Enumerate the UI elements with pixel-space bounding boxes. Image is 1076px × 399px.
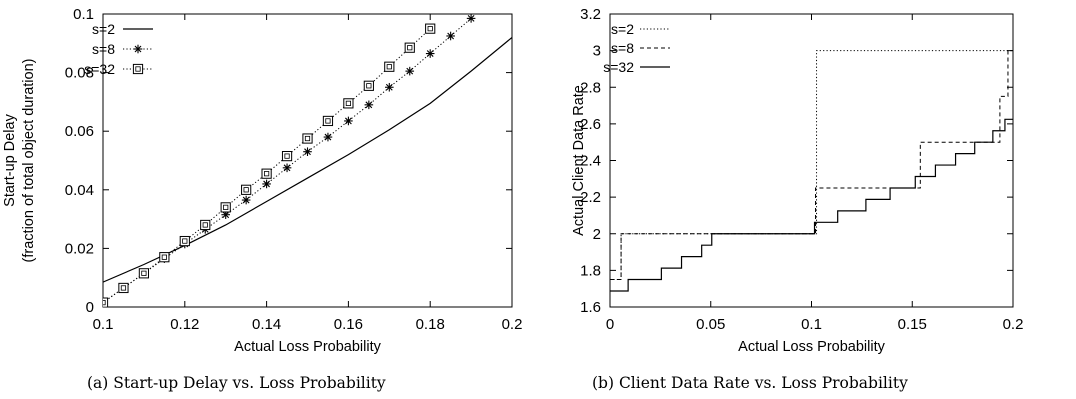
x-tick-label: 0.14 [252, 316, 281, 333]
x-tick-label: 0.15 [898, 316, 927, 333]
data-point-s=32 [118, 282, 129, 294]
data-point-s=32 [200, 219, 211, 231]
x-tick-label: 0.12 [170, 316, 199, 333]
y-tick-label: 1.8 [580, 262, 601, 279]
data-point-s=32 [425, 23, 436, 34]
data-point-s=8 [385, 82, 394, 92]
series-line-s=32 [103, 28, 431, 304]
data-point-s=8 [282, 163, 292, 173]
data-point-s=32 [179, 235, 190, 247]
y-tick-label: 3.2 [580, 6, 601, 23]
y-axis-label: Actual Client Data Rate [571, 85, 587, 236]
y-tick-label: 0 [86, 299, 94, 316]
series-line-s=32 [610, 118, 1013, 292]
data-point-s=32 [138, 268, 150, 279]
x-tick-label: 0 [606, 316, 614, 333]
y-tick-label: 2.6 [580, 116, 601, 133]
data-point-s=32 [384, 61, 395, 72]
series-line-s=2 [103, 36, 512, 283]
chart-b: 0 0.05 0.1 0.15 0.2 1.6 1.8 2 2.2 2.4 2.6 2.8 3 3.2 Ac… [571, 6, 1023, 392]
x-tick-label: 0.2 [1003, 316, 1024, 333]
series-layer [103, 14, 512, 307]
series-line-s=8 [610, 50, 1013, 281]
figure-caption: (a) Start-up Delay vs. Loss Probability [87, 374, 386, 392]
y-tick-label: 2.4 [580, 153, 601, 170]
data-point-s=8 [241, 195, 251, 205]
legend-label: s=32 [603, 59, 634, 75]
y-tick-label: 2.8 [580, 79, 601, 96]
x-tick-label: 0.1 [801, 316, 822, 333]
plot-frame [609, 13, 1014, 308]
data-point-s=32 [302, 133, 313, 144]
x-tick-label: 0.16 [334, 316, 363, 333]
x-axis-label: Actual Loss Probability [738, 339, 885, 355]
legend-label: s=32 [84, 61, 115, 77]
data-point-s=32 [261, 168, 272, 179]
data-point-s=8 [262, 179, 271, 189]
data-point-s=32 [343, 98, 354, 109]
y-tick-label: 0.02 [65, 240, 94, 257]
legend-marker [133, 44, 143, 54]
chart-a: 0.1 0.12 0.14 0.16 0.18 0.2 0 0.02 0.04 0.06 0.08 0… [2, 6, 522, 392]
data-point-s=8 [344, 116, 353, 126]
x-tick-label: 0.18 [416, 316, 445, 333]
legend-label: s=2 [92, 21, 115, 37]
y-tick-label: 3 [593, 43, 601, 60]
data-point-s=8 [323, 132, 333, 142]
data-point-s=8 [303, 147, 312, 157]
data-point-s=8 [221, 210, 230, 220]
data-point-s=8 [364, 100, 374, 110]
y-tick-label: 2 [593, 226, 601, 243]
series-layer [610, 50, 1013, 292]
y-tick-label: 1.6 [580, 299, 601, 316]
data-point-s=8 [446, 31, 455, 41]
data-point-s=32 [281, 151, 293, 162]
data-point-s=32 [159, 252, 170, 263]
data-point-s=8 [425, 49, 435, 58]
legend-label: s=2 [611, 21, 634, 37]
plot-frame [102, 13, 513, 308]
data-point-s=8 [466, 14, 476, 23]
data-point-s=32 [241, 184, 252, 195]
data-point-s=8 [405, 66, 415, 76]
data-point-s=32 [322, 115, 334, 127]
data-point-s=32 [404, 42, 415, 53]
y-tick-label: 0.1 [73, 6, 94, 23]
y-axis-label: Start-up Delay [2, 113, 18, 206]
x-tick-label: 0.05 [696, 316, 725, 333]
data-point-s=32 [220, 202, 231, 213]
legend-marker [132, 63, 144, 75]
data-point-s=32 [103, 297, 109, 307]
y-axis-label: (fraction of total object duration) [21, 59, 37, 263]
y-tick-label: 0.08 [65, 65, 94, 82]
x-tick-label: 0.1 [93, 316, 114, 333]
x-axis-label: Actual Loss Probability [234, 339, 381, 355]
y-tick-label: 0.06 [65, 123, 94, 140]
data-point-s=32 [363, 80, 374, 91]
legend-label: s=8 [92, 41, 115, 57]
x-tick-label: 0.2 [502, 316, 523, 333]
legend-label: s=8 [611, 40, 634, 56]
figure-caption: (b) Client Data Rate vs. Loss Probabilit… [592, 374, 908, 392]
y-tick-label: 0.04 [65, 182, 94, 199]
y-tick-label: 2.2 [580, 189, 601, 206]
